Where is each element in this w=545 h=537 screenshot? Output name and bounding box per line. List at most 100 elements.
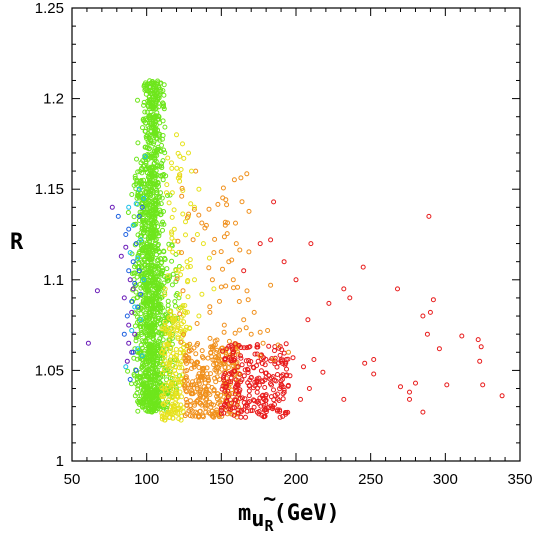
data-point-green	[140, 215, 146, 221]
data-point-yellow	[185, 294, 191, 300]
data-point-red	[222, 371, 228, 376]
data-point-green	[132, 323, 138, 329]
data-point-green	[152, 347, 157, 353]
data-point-green	[143, 134, 149, 140]
data-point-yellow	[161, 412, 167, 417]
data-point-orange	[195, 397, 201, 403]
data-point-green	[158, 88, 164, 94]
data-point-orange	[192, 389, 198, 395]
data-point-yellow	[173, 353, 179, 359]
data-point-cyan	[135, 346, 141, 352]
data-point-purple	[130, 286, 136, 292]
data-point-red	[246, 383, 252, 389]
data-point-red	[311, 357, 317, 362]
data-point-red	[238, 414, 244, 420]
data-point-green	[147, 176, 153, 182]
data-point-red	[255, 344, 261, 350]
data-point-orange	[246, 249, 252, 255]
y-tick-label: 1.15	[35, 181, 64, 198]
data-point-yellow	[162, 367, 167, 372]
data-point-yellow	[200, 241, 206, 247]
data-point-orange	[220, 185, 226, 191]
data-point-orange	[187, 413, 193, 419]
x-tick-label: 350	[507, 471, 532, 488]
data-point-orange	[236, 299, 242, 304]
data-point-green	[136, 180, 142, 186]
data-point-green	[138, 324, 144, 329]
data-point-red	[232, 341, 238, 347]
data-point-purple	[121, 295, 127, 301]
data-point-orange	[193, 409, 199, 415]
data-point-green	[161, 92, 167, 98]
data-point-blue	[123, 232, 129, 237]
data-point-green	[136, 307, 142, 312]
data-point-orange	[203, 222, 209, 228]
data-point-red	[219, 386, 225, 392]
data-point-orange	[226, 259, 232, 265]
data-point-red	[420, 409, 426, 415]
data-point-yellow	[178, 167, 184, 172]
data-point-green	[143, 283, 149, 289]
data-point-green	[143, 310, 149, 316]
x-axis-label-tilde: ~	[263, 487, 276, 512]
data-point-red	[258, 368, 264, 374]
data-point-yellow	[164, 182, 170, 188]
data-point-red	[234, 402, 240, 408]
data-point-purple	[109, 204, 115, 210]
data-point-green	[169, 242, 175, 248]
data-point-green	[142, 403, 148, 409]
data-point-orange	[231, 285, 236, 291]
data-point-green	[157, 120, 163, 126]
data-point-red	[285, 356, 291, 362]
x-axis-label-subscript: R	[265, 517, 275, 535]
data-point-red	[251, 365, 257, 371]
data-point-red	[230, 350, 236, 356]
data-point-green	[160, 172, 165, 178]
data-point-green	[154, 147, 160, 153]
data-point-green	[135, 349, 141, 355]
data-point-purple	[118, 253, 124, 259]
data-point-green	[159, 295, 164, 300]
data-point-green	[144, 288, 150, 294]
data-point-yellow	[169, 231, 175, 237]
data-point-green	[153, 237, 159, 243]
data-point-green	[135, 253, 141, 259]
y-tick-label: 1.25	[35, 0, 64, 17]
data-point-green	[142, 109, 148, 115]
data-point-red	[280, 361, 286, 366]
data-point-red	[258, 403, 264, 409]
data-point-green	[150, 233, 156, 238]
data-point-red	[268, 381, 273, 387]
data-point-green	[154, 172, 160, 178]
data-point-orange	[191, 364, 197, 370]
data-point-green	[157, 80, 163, 86]
data-point-yellow	[173, 346, 179, 352]
data-point-yellow	[165, 273, 171, 279]
data-point-red	[282, 410, 288, 415]
data-point-red	[301, 364, 306, 370]
data-point-orange	[209, 385, 215, 390]
data-point-red	[272, 361, 278, 367]
data-point-green	[162, 257, 168, 262]
data-point-green	[145, 259, 151, 265]
data-point-orange	[202, 403, 208, 409]
data-point-yellow	[166, 371, 172, 377]
data-point-red	[220, 348, 226, 354]
data-point-orange	[218, 392, 224, 398]
data-point-orange	[179, 193, 185, 199]
data-point-blue	[121, 331, 127, 337]
data-point-orange	[203, 409, 209, 415]
data-point-yellow	[169, 165, 175, 171]
data-point-yellow	[177, 350, 183, 356]
data-point-orange	[225, 220, 230, 226]
data-point-cyan	[138, 237, 144, 243]
data-point-green	[140, 242, 146, 247]
data-point-red	[221, 377, 227, 383]
data-point-yellow	[169, 160, 174, 166]
data-point-red	[360, 264, 366, 270]
data-point-orange	[196, 378, 202, 384]
data-point-green	[125, 210, 131, 215]
data-point-green	[140, 116, 146, 122]
data-point-green	[149, 354, 155, 360]
data-point-green	[138, 311, 144, 317]
